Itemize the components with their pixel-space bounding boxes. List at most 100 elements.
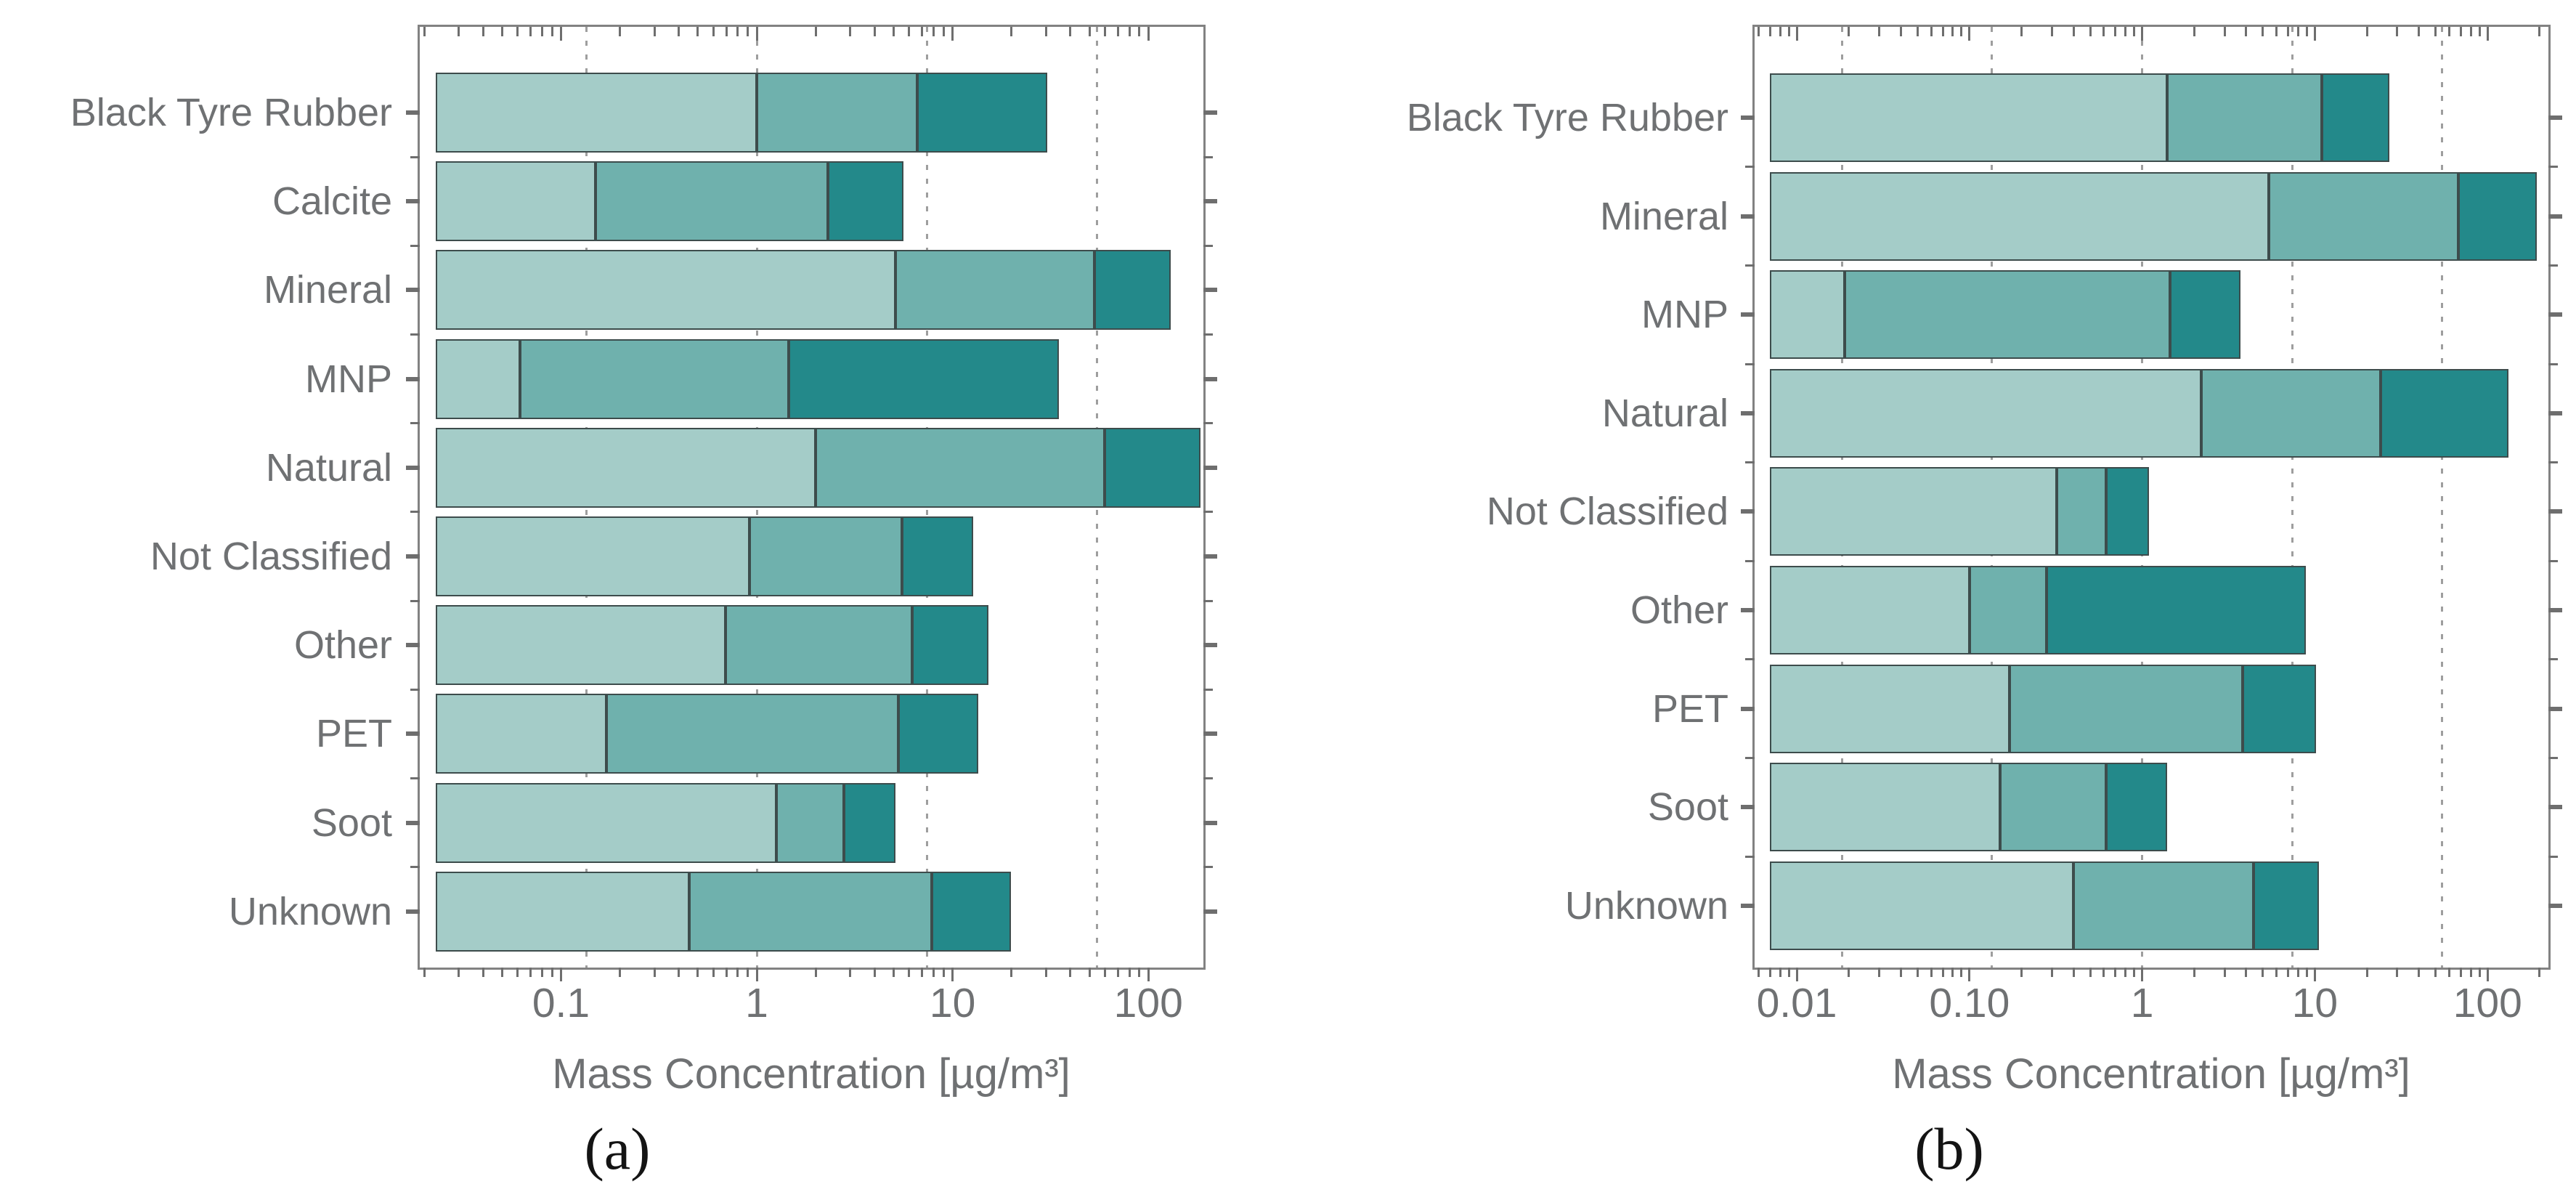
x-tick-minor-top — [500, 27, 503, 36]
x-tick-minor-top — [678, 27, 680, 36]
x-tick-minor-top — [2089, 27, 2092, 36]
x-tick-minor — [1138, 968, 1141, 977]
x-tick-minor — [942, 968, 945, 977]
x-tick-minor-top — [2287, 27, 2290, 36]
x-tick-minor-top — [2434, 27, 2437, 36]
y-tick-major — [1203, 376, 1217, 381]
panel-caption-a: (a) — [584, 1116, 651, 1182]
x-tick-minor — [712, 968, 715, 977]
x-tick-label: 10 — [2291, 980, 2339, 1026]
x-tick-minor — [2459, 968, 2462, 977]
y-tick-major — [1203, 288, 1217, 293]
bar-segment-dark — [2322, 73, 2390, 162]
bar-segment-dark — [1105, 427, 1201, 508]
x-tick-minor-top — [2469, 27, 2472, 36]
bar-segment-dark — [2380, 368, 2508, 458]
y-tick-major — [2548, 410, 2562, 415]
category-label: Black Tyre Rubber — [70, 91, 392, 134]
category-label: MNP — [305, 357, 392, 401]
bar-segment-dark — [2458, 171, 2538, 261]
x-tick-minor — [2396, 968, 2399, 977]
panel-caption-b: (b) — [1914, 1116, 1984, 1182]
x-tick-major — [951, 968, 954, 981]
x-tick-minor — [696, 968, 699, 977]
x-tick-minor-top — [849, 27, 852, 36]
y-tick-major — [1203, 731, 1217, 737]
y-tick-major — [1741, 312, 1755, 317]
bar-segment-medium — [2167, 73, 2323, 162]
x-tick-major — [1795, 968, 1798, 981]
x-tick-minor-top — [1044, 27, 1047, 36]
x-tick-label: 100 — [2453, 980, 2522, 1026]
x-tick-minor — [1941, 968, 1944, 977]
y-tick-minor — [1745, 658, 1755, 661]
x-tick-major — [2313, 968, 2316, 981]
category-label: MNP — [1641, 293, 1728, 337]
x-tick-minor — [933, 968, 935, 977]
y-tick-major — [1203, 199, 1217, 204]
bar-segment-medium — [757, 73, 917, 153]
x-tick-label: 0.01 — [1756, 980, 1837, 1026]
x-tick-minor — [2245, 968, 2248, 977]
x-tick-major — [1968, 968, 1971, 981]
y-tick-minor — [2548, 855, 2558, 858]
x-tick-minor — [2538, 968, 2541, 977]
y-tick-major — [1741, 608, 1755, 612]
y-tick-minor — [1203, 866, 1213, 869]
x-tick-minor — [1103, 968, 1106, 977]
x-tick-minor — [1916, 968, 1919, 977]
x-tick-minor — [1878, 968, 1880, 977]
y-tick-major — [2548, 214, 2562, 219]
y-tick-major — [1203, 465, 1217, 470]
x-tick-major-top — [2486, 27, 2489, 41]
x-tick-minor — [2447, 968, 2450, 977]
x-tick-minor-top — [747, 27, 749, 36]
x-tick-minor-top — [2447, 27, 2450, 36]
x-tick-minor-top — [457, 27, 460, 36]
bar-segment-medium — [595, 161, 828, 242]
bar-segment-dark — [2253, 861, 2320, 950]
y-tick-major — [406, 643, 420, 648]
x-tick-minor — [1951, 968, 1954, 977]
x-tick-major — [2486, 968, 2489, 981]
y-tick-major — [1203, 110, 1217, 115]
x-tick-major-top — [1968, 27, 1971, 41]
y-tick-minor — [410, 333, 420, 336]
bar-segment-medium — [2073, 861, 2254, 950]
y-tick-minor — [2548, 461, 2558, 464]
x-tick-minor — [1960, 968, 1963, 977]
bar-segment-light — [1770, 566, 1970, 654]
x-tick-minor-top — [933, 27, 935, 36]
x-tick-minor-top — [2275, 27, 2278, 36]
y-tick-major — [2548, 706, 2562, 711]
category-label: PET — [315, 712, 392, 756]
x-tick-minor-top — [2223, 27, 2226, 36]
y-tick-minor — [410, 777, 420, 779]
x-tick-minor — [1010, 968, 1013, 977]
x-tick-minor — [482, 968, 484, 977]
bar-segment-light — [1770, 664, 2010, 753]
x-tick-minor — [653, 968, 656, 977]
y-tick-major — [1741, 805, 1755, 810]
x-tick-minor-top — [1757, 27, 1760, 36]
x-tick-major-top — [755, 27, 758, 41]
x-tick-minor — [2072, 968, 2075, 977]
y-tick-major — [1741, 706, 1755, 711]
x-tick-minor-top — [2193, 27, 2195, 36]
bar-segment-light — [436, 782, 777, 863]
x-tick-minor-top — [482, 27, 484, 36]
bar-segment-dark — [931, 871, 1011, 952]
x-tick-major — [1147, 968, 1150, 981]
x-tick-minor-top — [529, 27, 532, 36]
bar-segment-light — [436, 427, 816, 508]
x-tick-minor — [1044, 968, 1047, 977]
y-tick-major — [1203, 643, 1217, 648]
x-tick-minor-top — [712, 27, 715, 36]
x-tick-minor — [725, 968, 728, 977]
bar-segment-light — [1770, 368, 2202, 458]
x-tick-minor-top — [1116, 27, 1119, 36]
x-tick-minor-top — [1779, 27, 1781, 36]
bar-segment-light — [1770, 763, 2000, 852]
x-tick-major-top — [2141, 27, 2144, 41]
bar-segment-light — [1770, 270, 1845, 360]
